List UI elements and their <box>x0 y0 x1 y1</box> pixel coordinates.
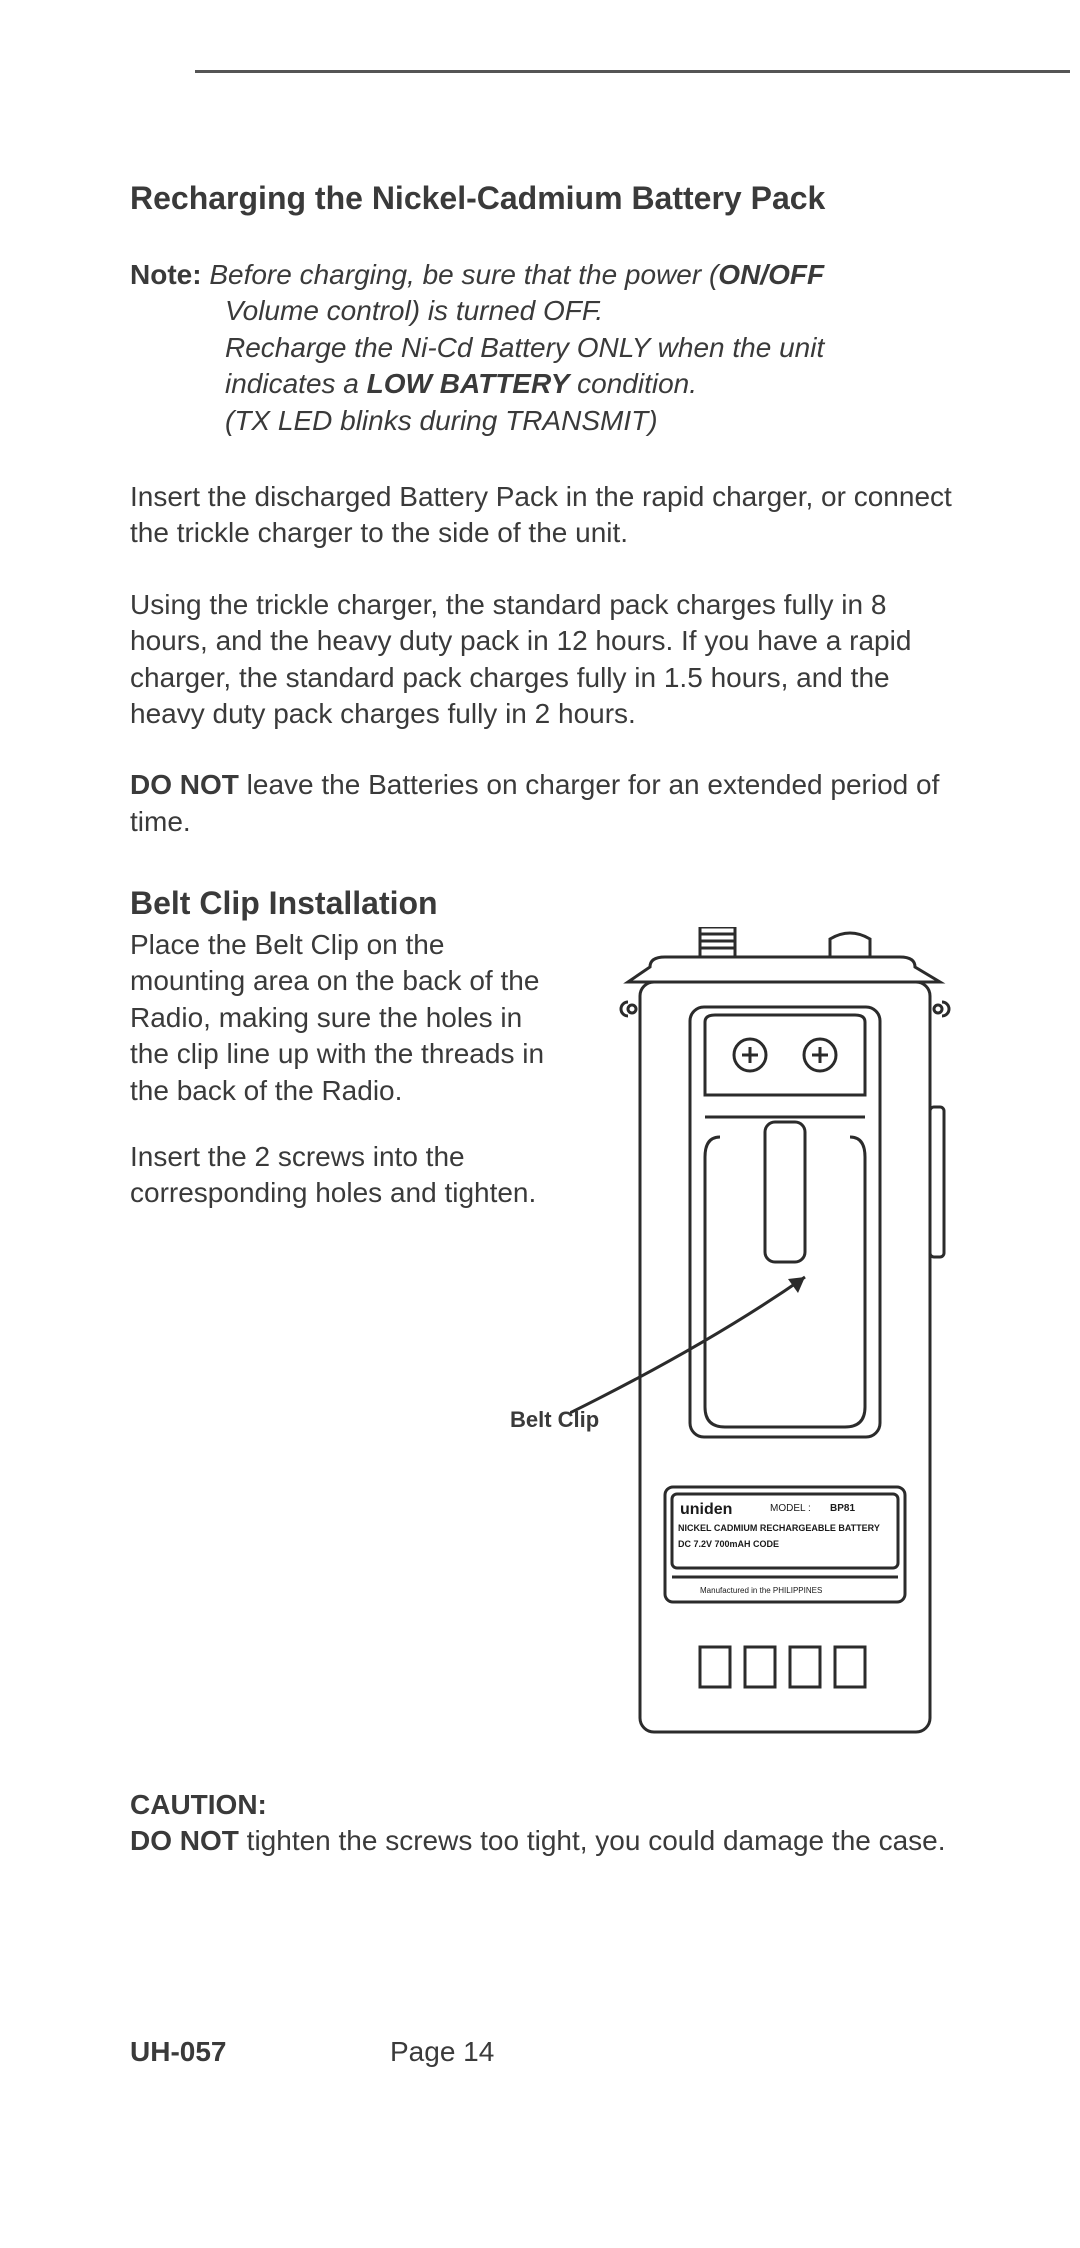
diagram-batt-line: NICKEL CADMIUM RECHARGEABLE BATTERY <box>678 1523 880 1533</box>
belt-clip-callout-label: Belt Clip <box>510 1407 599 1433</box>
radio-rear-diagram: uniden MODEL : BP81 NICKEL CADMIUM RECHA… <box>570 927 1000 1757</box>
caution-block: CAUTION: DO NOT tighten the screws too t… <box>130 1787 960 1860</box>
footer-model: UH-057 <box>130 2036 390 2068</box>
section1-para2: Using the trickle charger, the standard … <box>130 587 960 733</box>
caution-bold: DO NOT <box>130 1825 239 1856</box>
footer-page-number: Page 14 <box>390 2036 690 2068</box>
section1-para1: Insert the discharged Battery Pack in th… <box>130 479 960 552</box>
note-block: Note: Before charging, be sure that the … <box>130 257 960 439</box>
section1-para3: DO NOT leave the Batteries on charger fo… <box>130 767 960 840</box>
caution-rest: tighten the screws too tight, you could … <box>239 1825 946 1856</box>
note-line2: Volume control) is turned OFF. <box>130 293 960 329</box>
belt-clip-text-column: Place the Belt Clip on the mounting area… <box>130 927 550 1247</box>
note-line5: (TX LED blinks during TRANSMIT) <box>130 403 960 439</box>
para3-rest: leave the Batteries on charger for an ex… <box>130 769 939 836</box>
manual-page: Recharging the Nickel-Cadmium Battery Pa… <box>0 0 1080 2248</box>
note-line1b: ON/OFF <box>718 259 824 290</box>
diagram-brand: uniden <box>680 1501 732 1518</box>
belt-clip-row: Place the Belt Clip on the mounting area… <box>130 927 960 1757</box>
diagram-spec: DC 7.2V 700mAH CODE <box>678 1539 779 1549</box>
note-line3: Recharge the Ni-Cd Battery ONLY when the… <box>130 330 960 366</box>
section1-heading: Recharging the Nickel-Cadmium Battery Pa… <box>130 180 960 217</box>
top-rule <box>195 70 1070 73</box>
belt-clip-figure: Belt Clip <box>570 927 1000 1757</box>
note-line4c: condition. <box>569 368 697 399</box>
diagram-model: BP81 <box>830 1503 855 1514</box>
note-line4b: LOW BATTERY <box>367 368 570 399</box>
note-line1a: Before charging, be sure that the power … <box>209 259 718 290</box>
section2-para2: Insert the 2 screws into the correspondi… <box>130 1139 550 1212</box>
para3-bold: DO NOT <box>130 769 239 800</box>
note-line4a: indicates a <box>225 368 367 399</box>
page-footer: UH-057 Page 14 <box>130 2036 960 2068</box>
note-label: Note: <box>130 259 202 290</box>
diagram-origin: Manufactured in the PHILIPPINES <box>700 1586 822 1595</box>
section2-heading: Belt Clip Installation <box>130 885 960 922</box>
diagram-model-prefix: MODEL : <box>770 1503 811 1514</box>
caution-heading: CAUTION: <box>130 1787 960 1823</box>
section2-para1: Place the Belt Clip on the mounting area… <box>130 927 550 1109</box>
